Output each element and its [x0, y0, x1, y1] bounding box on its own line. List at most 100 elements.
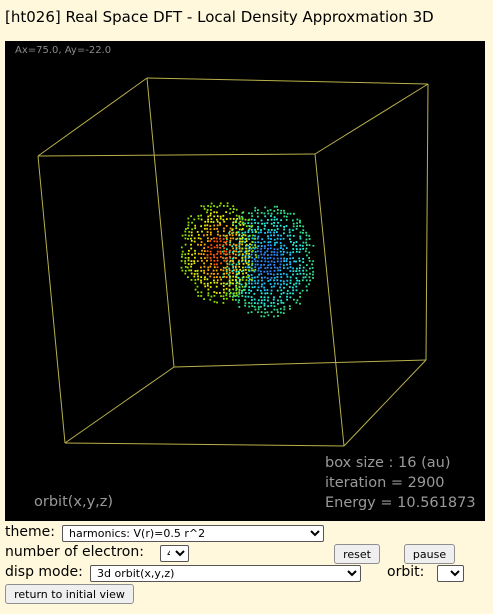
density-point — [309, 267, 311, 270]
cube-edge — [173, 359, 427, 368]
density-point — [232, 252, 235, 255]
density-point — [238, 222, 240, 225]
density-point — [269, 257, 272, 259]
density-point — [209, 233, 212, 236]
density-point — [180, 260, 183, 262]
density-point — [302, 276, 305, 279]
density-point — [242, 289, 245, 291]
density-point — [260, 273, 263, 275]
density-point — [302, 225, 305, 228]
density-point — [267, 254, 269, 256]
density-point — [285, 260, 288, 262]
density-point — [232, 218, 235, 220]
density-point — [236, 237, 239, 240]
density-point — [203, 298, 205, 300]
density-point — [308, 276, 311, 279]
density-point — [239, 240, 241, 243]
density-point — [289, 292, 292, 295]
density-point — [216, 206, 219, 208]
density-point — [229, 212, 231, 215]
pause-button[interactable]: pause — [404, 544, 455, 564]
density-point — [299, 292, 301, 295]
density-point — [213, 273, 215, 275]
density-point — [299, 244, 302, 247]
density-point — [242, 228, 244, 230]
density-point — [267, 229, 270, 231]
density-point — [272, 298, 275, 301]
density-point — [197, 295, 200, 297]
density-point — [302, 269, 304, 272]
density-point — [226, 257, 228, 259]
orbit-select[interactable]: 1 — [437, 565, 464, 582]
density-point — [248, 279, 250, 282]
density-point — [193, 275, 196, 278]
density-point — [238, 253, 241, 256]
density-point — [216, 240, 219, 243]
density-point — [299, 264, 301, 267]
density-point — [292, 219, 294, 222]
display-mode-select[interactable]: 3d orbit(x,y,z) — [90, 565, 361, 582]
density-point — [257, 269, 260, 272]
density-point — [292, 270, 295, 273]
density-point — [249, 278, 251, 281]
density-point — [267, 247, 269, 250]
density-point — [244, 251, 246, 254]
density-point — [232, 294, 235, 297]
density-point — [257, 215, 259, 218]
density-point — [216, 272, 219, 275]
electron-count-select[interactable]: 4 — [160, 545, 189, 562]
density-point — [279, 263, 282, 266]
density-point — [213, 215, 216, 218]
density-point — [247, 261, 250, 263]
density-point — [289, 261, 291, 263]
density-point — [228, 253, 231, 256]
density-point — [228, 292, 231, 295]
density-point — [251, 228, 253, 231]
cube-edge — [146, 77, 429, 85]
density-point — [257, 286, 260, 289]
density-point — [222, 218, 225, 221]
density-point — [223, 291, 225, 294]
density-point — [197, 252, 200, 255]
density-point — [229, 275, 231, 278]
density-point — [260, 247, 263, 250]
density-point — [229, 241, 231, 244]
density-point — [206, 231, 209, 233]
density-point — [299, 296, 301, 298]
return-initial-view-button[interactable]: return to initial view — [5, 584, 134, 604]
density-point — [212, 269, 215, 272]
density-point — [200, 241, 203, 243]
density-point — [273, 285, 275, 288]
density-point — [260, 315, 263, 318]
density-point — [306, 254, 308, 257]
reset-button[interactable]: reset — [334, 544, 380, 564]
density-point — [193, 237, 196, 240]
density-point — [223, 227, 225, 230]
density-point — [203, 278, 206, 281]
density-point — [217, 233, 219, 236]
density-point — [207, 294, 210, 297]
density-point — [299, 225, 301, 227]
density-point — [229, 249, 231, 252]
density-point — [245, 283, 248, 286]
density-point — [228, 251, 231, 254]
simulation-canvas[interactable]: Ax=75.0, Ay=-22.0 box size : 16 (au) ite… — [5, 41, 485, 521]
density-point — [207, 215, 210, 218]
density-point — [219, 276, 222, 279]
density-point — [254, 266, 257, 269]
density-point — [241, 270, 243, 273]
density-point — [286, 212, 289, 215]
density-point — [264, 206, 267, 209]
density-point — [304, 250, 307, 253]
density-point — [229, 227, 232, 230]
density-point — [219, 237, 221, 240]
density-point — [239, 250, 241, 253]
theme-select[interactable]: harmonics: V(r)=0.5 r^2 — [62, 525, 324, 542]
density-point — [251, 264, 253, 267]
density-point — [232, 247, 234, 250]
density-point — [279, 307, 282, 310]
density-point — [241, 228, 243, 231]
density-point — [209, 205, 212, 208]
density-point — [253, 279, 256, 282]
density-point — [227, 273, 230, 276]
